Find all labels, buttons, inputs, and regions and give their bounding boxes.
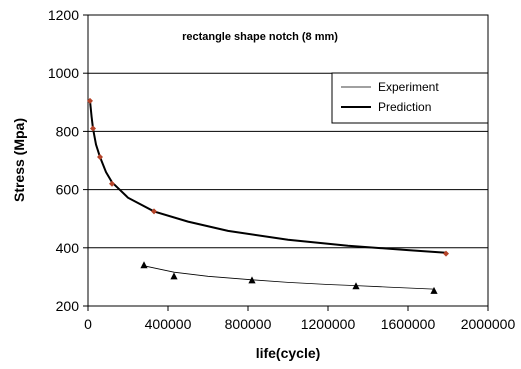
series-prediction xyxy=(87,97,449,257)
y-axis-title: Stress (Mpa) xyxy=(11,118,27,202)
y-tick-label-800: 800 xyxy=(56,123,80,139)
y-tick-label-200: 200 xyxy=(56,298,80,314)
y-axis-ticks: 200 400 600 800 1000 1200 xyxy=(48,7,88,314)
prediction-point-3 xyxy=(109,180,115,187)
x-tick-label-800000: 800000 xyxy=(225,316,272,332)
prediction-point-1 xyxy=(90,125,96,132)
y-tick-label-600: 600 xyxy=(56,182,80,198)
experiment-point-0 xyxy=(140,261,148,269)
plot-frame xyxy=(87,14,489,307)
x-axis-ticks: 0 400000 800000 1200000 1600000 2000000 xyxy=(84,306,515,332)
y-tick-label-400: 400 xyxy=(56,240,80,256)
x-tick-label-0: 0 xyxy=(84,316,92,332)
prediction-point-2 xyxy=(97,154,103,161)
y-tick-label-1000: 1000 xyxy=(48,65,79,81)
x-tick-label-1600000: 1600000 xyxy=(381,316,436,332)
series-prediction-line xyxy=(89,100,447,254)
chart-title: rectangle shape notch (8 mm) xyxy=(182,31,338,43)
legend-prediction-label: Prediction xyxy=(378,100,431,114)
prediction-point-5 xyxy=(443,250,449,257)
y-tick-label-1200: 1200 xyxy=(48,7,79,23)
experiment-point-1 xyxy=(170,272,178,280)
x-axis-title: life(cycle) xyxy=(256,345,321,361)
experiment-point-3 xyxy=(352,282,360,290)
legend-box xyxy=(331,72,489,124)
series-experiment-line xyxy=(143,265,435,290)
series-experiment xyxy=(140,261,438,294)
series-layer xyxy=(87,97,449,294)
x-tick-label-400000: 400000 xyxy=(145,316,192,332)
x-tick-label-1200000: 1200000 xyxy=(301,316,356,332)
legend-experiment-label: Experiment xyxy=(378,80,439,94)
prediction-point-0 xyxy=(87,97,93,104)
experiment-point-4 xyxy=(430,286,438,294)
legend: Experiment Prediction xyxy=(331,72,489,124)
x-tick-label-2000000: 2000000 xyxy=(461,316,516,332)
experiment-point-2 xyxy=(248,276,256,284)
prediction-point-4 xyxy=(151,208,157,215)
